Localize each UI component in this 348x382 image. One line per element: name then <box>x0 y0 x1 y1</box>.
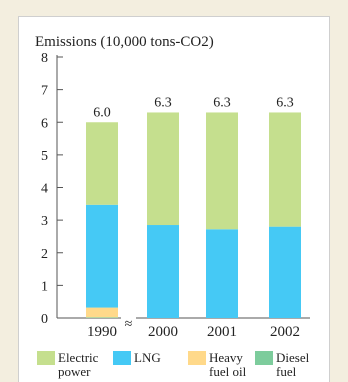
axis-break-icon: ≈ <box>125 317 133 332</box>
legend-label: Diesel <box>276 350 310 365</box>
legend-label: Heavy <box>209 350 243 365</box>
y-tick-label: 3 <box>41 214 48 229</box>
bar-segment <box>147 112 179 226</box>
x-tick-label: 1990 <box>87 324 117 340</box>
bar-segment <box>269 226 301 318</box>
bar-total-label: 6.0 <box>93 105 111 120</box>
legend-label: fuel <box>276 364 297 379</box>
y-tick-label: 8 <box>41 51 48 66</box>
bar-segment <box>206 229 238 318</box>
legend-swatch <box>113 351 131 365</box>
legend-swatch <box>255 351 273 365</box>
bar-total-label: 6.3 <box>276 95 294 110</box>
y-tick-label: 2 <box>41 247 48 262</box>
y-tick-label: 6 <box>41 116 48 131</box>
y-tick-label: 0 <box>41 312 48 327</box>
y-tick-label: 5 <box>41 149 48 164</box>
legend-label: Electric <box>58 350 99 365</box>
bar-segment <box>147 225 179 318</box>
bar-segment <box>86 122 118 205</box>
legend-label: power <box>58 364 91 379</box>
bar-segment <box>269 112 301 227</box>
y-tick-label: 4 <box>41 182 48 197</box>
y-tick-label: 7 <box>41 84 48 99</box>
bar-segment <box>86 307 118 318</box>
legend-label: fuel oil <box>209 364 247 379</box>
legend-swatch <box>188 351 206 365</box>
legend-swatch <box>37 351 55 365</box>
legend-label: LNG <box>134 350 161 365</box>
bar-segment <box>86 317 118 318</box>
x-tick-label: 2001 <box>207 324 237 340</box>
x-tick-label: 2000 <box>148 324 178 340</box>
chart-title: Emissions (10,000 tons-CO2) <box>35 34 214 50</box>
bar-total-label: 6.3 <box>213 95 231 110</box>
bar-total-label: 6.3 <box>154 95 172 110</box>
bar-segment <box>86 204 118 308</box>
x-tick-label: 2002 <box>270 324 300 340</box>
y-tick-label: 1 <box>41 279 48 294</box>
bar-segment <box>206 112 238 230</box>
